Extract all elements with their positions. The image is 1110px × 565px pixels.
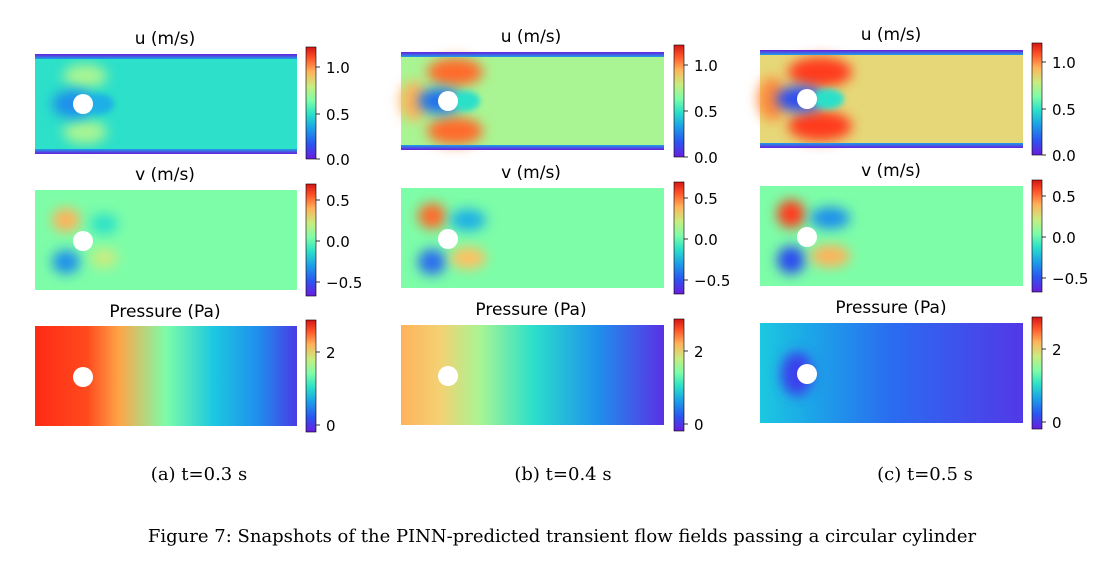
pressure-field-plot	[35, 326, 297, 426]
tick-label: 1.0	[694, 57, 718, 75]
tick-label: 0.5	[326, 192, 350, 210]
colorbar-v: 0.5 0.0 −0.5	[1031, 179, 1088, 293]
tick-label: 0	[1052, 414, 1062, 432]
tick-label: 0.0	[694, 231, 718, 249]
field-title: v (m/s)	[135, 165, 195, 185]
u-field-plot	[35, 54, 297, 154]
tick-label: −0.5	[1052, 270, 1088, 288]
colorbar-u: 1.0 0.5 0.0	[673, 44, 718, 167]
v-field-plot	[401, 188, 664, 288]
u-field-plot	[400, 52, 664, 150]
subfigure-caption: (c) t=0.5 s	[877, 464, 973, 485]
tick-label: 2	[1052, 341, 1062, 359]
colorbar-v: 0.5 0.0 −0.5	[305, 183, 362, 297]
field-title: u (m/s)	[861, 25, 922, 45]
colorbar-pressure: 2 0	[305, 319, 336, 435]
tick-label: 0.0	[326, 151, 350, 169]
v-field-plot	[35, 190, 297, 290]
tick-label: 0	[694, 416, 704, 434]
colorbar-v: 0.5 0.0 −0.5	[673, 181, 730, 295]
figure-caption: Figure 7: Snapshots of the PINN-predicte…	[148, 526, 977, 547]
field-title: u (m/s)	[501, 27, 562, 47]
tick-label: 0.0	[326, 233, 350, 251]
panel-c: u (m/s) 1.0 0.5 0.0 v (m/s)	[758, 25, 1088, 485]
tick-label: −0.5	[694, 272, 730, 290]
tick-label: 0.5	[694, 190, 718, 208]
tick-label: −0.5	[326, 274, 362, 292]
colorbar-u: 1.0 0.5 0.0	[1031, 42, 1076, 165]
tick-label: 0	[326, 417, 336, 435]
tick-label: 1.0	[326, 59, 350, 77]
field-title: Pressure (Pa)	[475, 300, 586, 320]
subfigure-caption: (a) t=0.3 s	[151, 464, 247, 485]
tick-label: 0.0	[694, 149, 718, 167]
field-title: Pressure (Pa)	[109, 302, 220, 322]
tick-label: 0.0	[1052, 229, 1076, 247]
tick-label: 0.5	[1052, 188, 1076, 206]
tick-label: 0.5	[694, 103, 718, 121]
field-title: u (m/s)	[135, 29, 196, 49]
colorbar-u: 1.0 0.5 0.0	[305, 46, 350, 169]
tick-label: 0.5	[326, 106, 350, 124]
pressure-field-plot	[760, 323, 1023, 423]
tick-label: 2	[326, 344, 336, 362]
panel-a: u (m/s) 1.0 0.5 0.0 v (m/s)	[35, 29, 362, 485]
field-title: Pressure (Pa)	[835, 298, 946, 318]
v-field-plot	[760, 186, 1023, 286]
colorbar-pressure: 2 0	[1031, 316, 1062, 432]
field-title: v (m/s)	[861, 161, 921, 181]
panel-b: u (m/s) 1.0 0.5 0.0 v (m/s)	[400, 27, 730, 485]
field-title: v (m/s)	[501, 163, 561, 183]
pressure-field-plot	[401, 325, 664, 425]
tick-label: 0.5	[1052, 101, 1076, 119]
tick-label: 2	[694, 343, 704, 361]
tick-label: 0.0	[1052, 147, 1076, 165]
tick-label: 1.0	[1052, 54, 1076, 72]
subfigure-caption: (b) t=0.4 s	[514, 464, 611, 485]
u-field-plot	[758, 50, 1023, 148]
colorbar-pressure: 2 0	[673, 318, 704, 434]
